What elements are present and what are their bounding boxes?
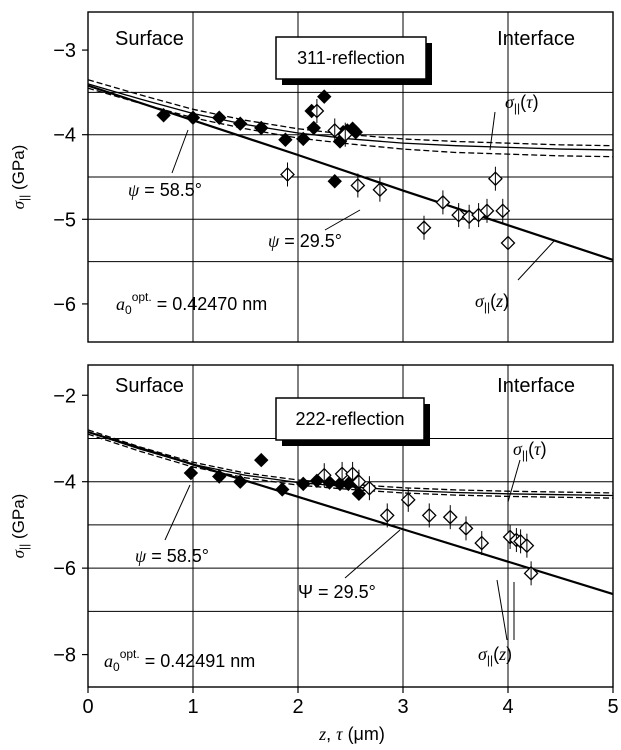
bottom-tau-leader (507, 459, 521, 503)
bottom-point-psi58 (254, 452, 269, 468)
top-box (275, 36, 427, 80)
top-tau-leader (489, 111, 496, 151)
bottom-frame (87, 364, 614, 688)
bottom-point-psi58 (183, 465, 199, 481)
x-tick-label: 2 (292, 696, 303, 718)
top-ytick-label: −6 (53, 294, 76, 316)
top-z-leader (517, 239, 556, 281)
bottom-reflection-label: 222-reflection (295, 409, 404, 429)
bottom-line--upper (87, 429, 614, 494)
top-lattice-text: a0opt. = 0.42470 nm (116, 290, 267, 317)
x-tick-label: 3 (397, 696, 408, 718)
top-psi58-label: ψ = 58.5° (128, 180, 202, 200)
top-ytick-label: −5 (53, 209, 76, 231)
bottom-y-axis-label: σ|| (GPa) (9, 494, 31, 559)
bottom-psi58-label: ψ = 58.5° (135, 546, 209, 566)
x-tick-label: 4 (502, 696, 513, 718)
bottom-tau-label: σ||(τ) (513, 439, 547, 462)
bottom-point-psi58 (233, 474, 248, 489)
top-interface-label: Interface (497, 28, 575, 50)
bottom-z-leader-1 (496, 579, 508, 641)
top-point-psi58 (327, 174, 342, 189)
bottom-interface-label: Interface (497, 375, 575, 397)
bottom-point-psi58 (275, 482, 290, 497)
bottom-psi29-leader (344, 529, 401, 579)
bottom-ytick-label: −6 (53, 558, 76, 580)
top-line--upper (87, 79, 614, 147)
x-tick-label: 1 (187, 696, 198, 718)
top-point-psi58 (317, 89, 332, 104)
top-series (87, 79, 614, 261)
bottom-psi29-label: Ψ = 29.5° (298, 582, 376, 602)
bottom-ytick-label: −4 (53, 472, 76, 494)
bottom-panel: −2 −4 −6 −8 0 1 2 3 4 5 Surface Interface 222-re… (9, 364, 619, 744)
top-line--z- (87, 84, 614, 261)
top-surface-label: Surface (115, 28, 184, 50)
bottom-ytick-label: −8 (53, 645, 76, 667)
bottom-y-ticks: −2 −4 −6 −8 (53, 385, 88, 667)
top-point-psi58 (306, 120, 321, 136)
top-line-- (87, 83, 614, 151)
top-point-psi58 (233, 116, 248, 131)
x-tick-label: 0 (82, 696, 93, 718)
top-point-psi58 (185, 110, 201, 125)
bottom-z-label: σ||(z) (478, 644, 512, 667)
x-axis-label: z, τ (μm) (318, 724, 385, 744)
x-tick-label: 5 (607, 696, 618, 718)
bottom-psi58-leader (164, 484, 191, 541)
x-axis-ticks: 0 1 2 3 4 5 (82, 687, 619, 718)
bottom-box (275, 397, 425, 441)
top-psi58-leader (171, 129, 189, 174)
top-psi29-leader (324, 209, 361, 231)
bottom-point-psi58 (212, 469, 227, 484)
top-y-ticks: −3 −4 −5 −6 (53, 40, 88, 316)
top-point-psi58 (254, 120, 269, 136)
bottom-series (87, 429, 614, 596)
bottom-surface-label: Surface (115, 375, 184, 397)
top-reflection-label: 311-reflection (297, 48, 405, 68)
bottom-point-psi58 (296, 476, 311, 492)
top-ytick-label: −4 (53, 125, 76, 147)
top-point-psi58 (156, 108, 171, 123)
top-ytick-label: −3 (53, 40, 76, 62)
top-point-psi58 (278, 132, 293, 147)
top-z-label: σ||(z) (475, 291, 509, 314)
bottom-ytick-label: −2 (53, 385, 76, 407)
top-line--lower (87, 87, 614, 158)
top-grid (88, 12, 613, 342)
bottom-lattice-text: a0opt. = 0.42491 nm (104, 647, 255, 674)
top-panel: −3 −4 −5 −6 Surface Interface 311-reflectio… (9, 11, 614, 343)
top-psi29-label: ψ = 29.5° (268, 231, 342, 251)
top-point-psi58 (212, 110, 227, 125)
bottom-line--lower (87, 433, 614, 499)
top-y-axis-label: σ|| (GPa) (9, 145, 31, 210)
top-tau-label: σ||(τ) (505, 92, 539, 115)
bottom-point-psi58 (351, 486, 367, 502)
top-point-psi58 (348, 124, 363, 140)
top-point-psi58 (296, 131, 311, 147)
